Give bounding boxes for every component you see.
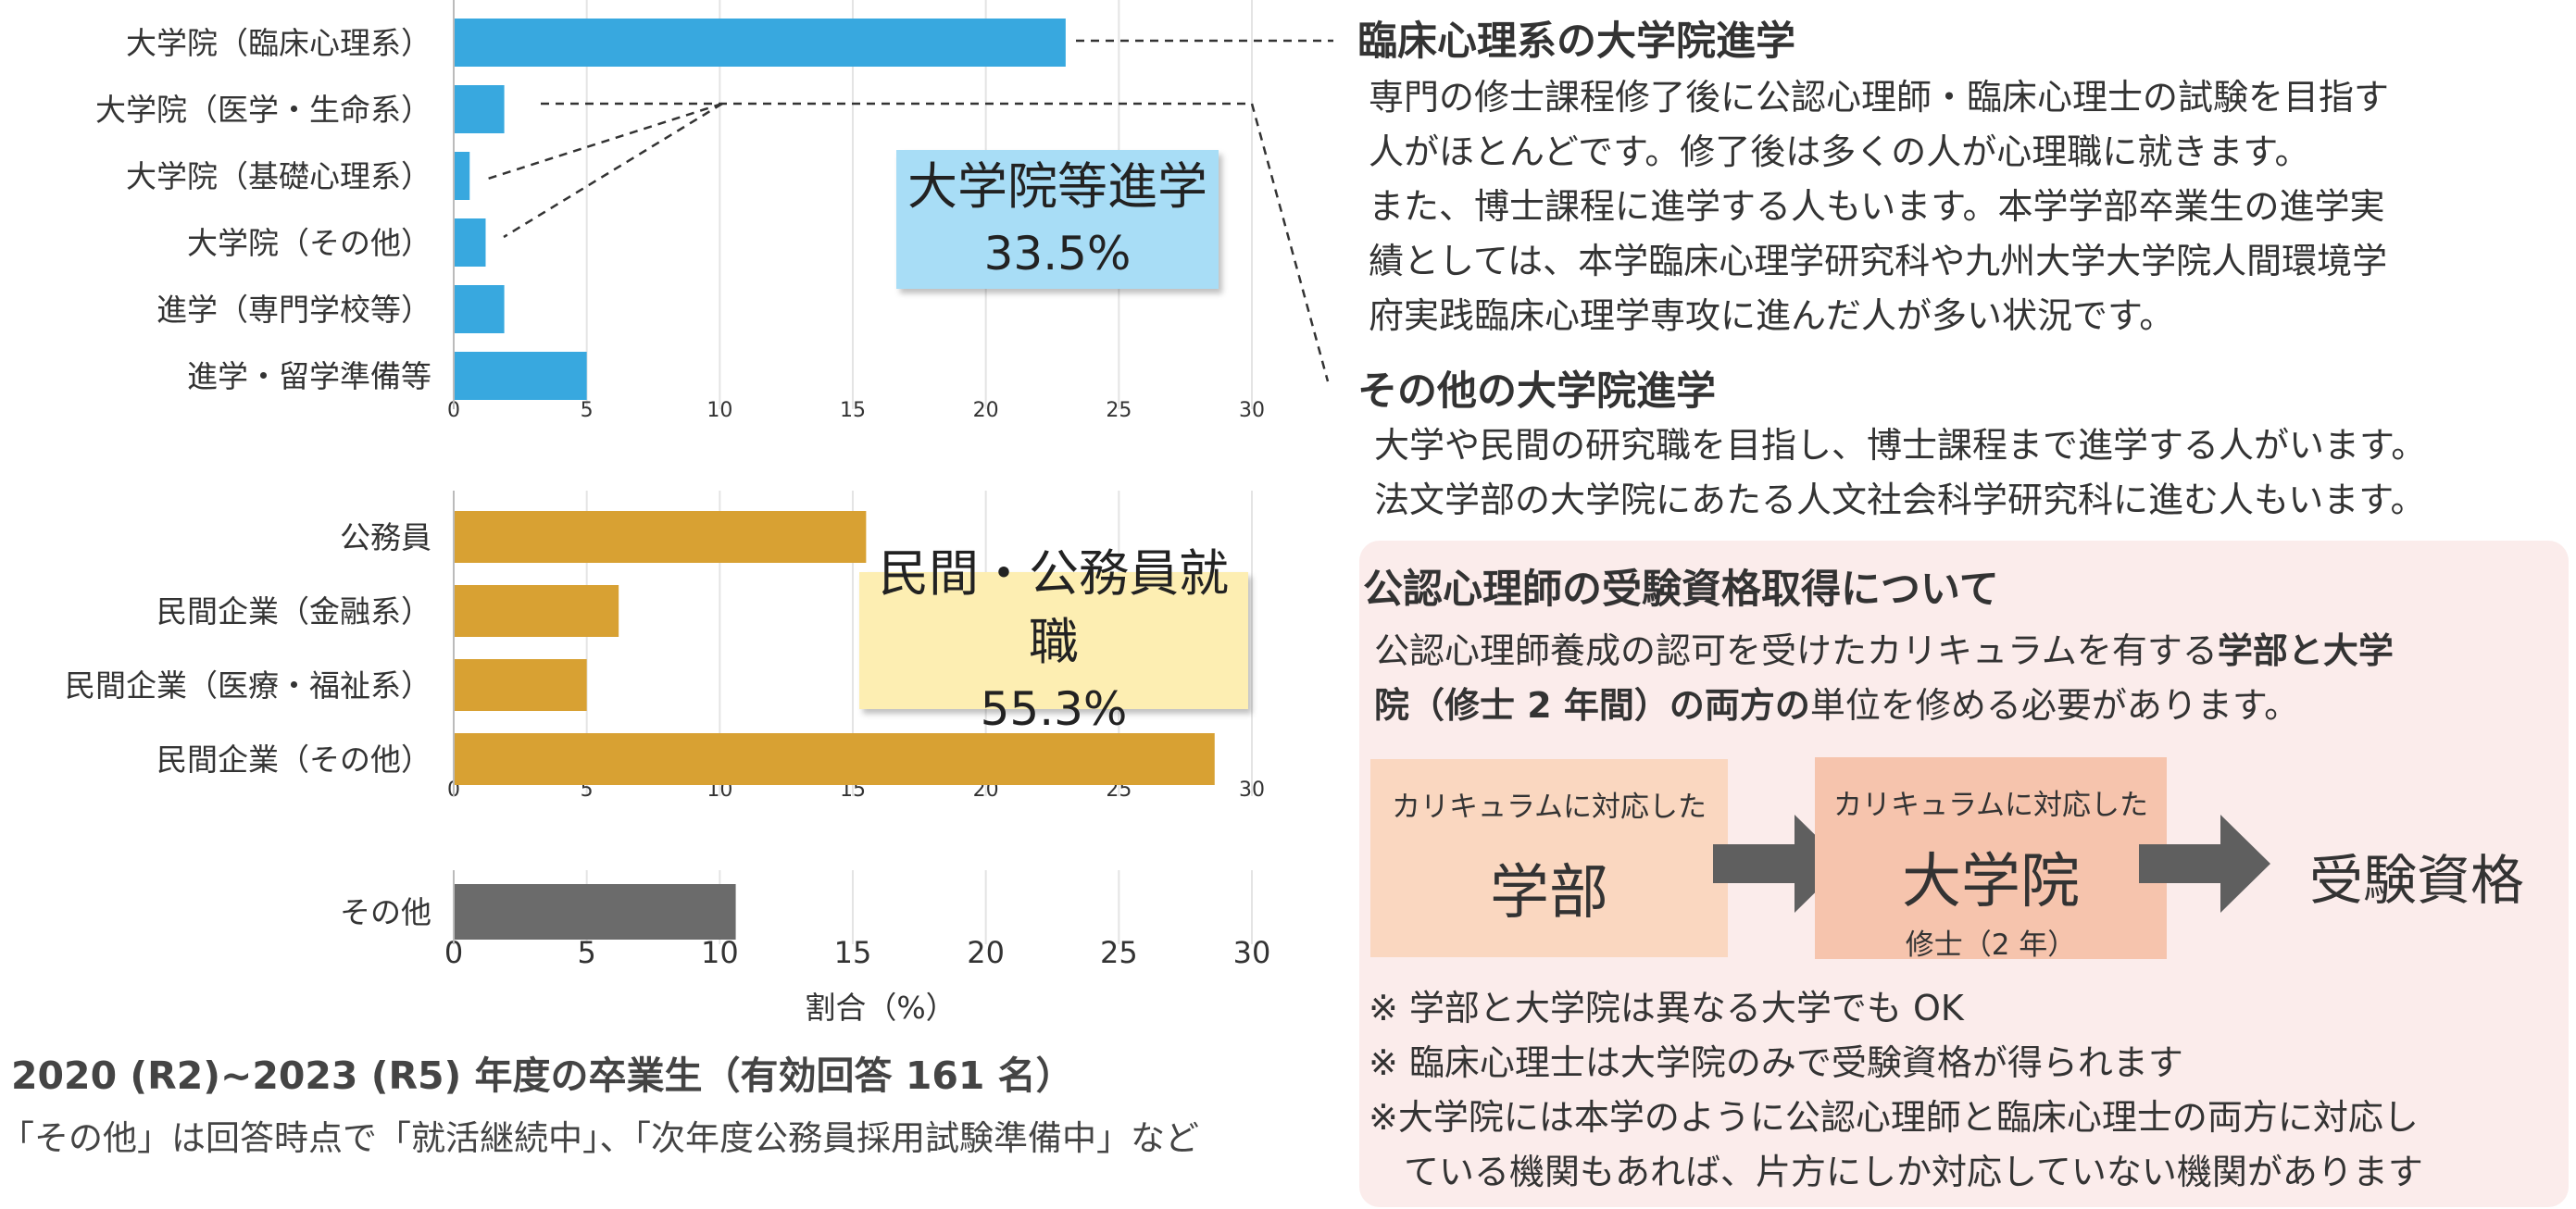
x-tick-label: 30 — [1239, 399, 1265, 422]
other-line: 法文学部の大学院にあたる人文社会科学研究科に進む人もいます。 — [1374, 480, 2426, 520]
employment-total-title: 民間・公務員就職 — [879, 544, 1229, 671]
graduate-total-title: 大学院等進学 — [907, 157, 1207, 216]
graduate-total-box: 大学院等進学 33.5% — [896, 150, 1219, 289]
requirements-notes: ※ 学部と大学院は異なる大学でも OK ※ 臨床心理士は大学院のみで受験資格が得… — [1369, 981, 2423, 1200]
category-label: 進学（専門学校等） — [156, 292, 431, 328]
chart-area: 0 5 10 15 20 25 30 大学院（臨床心理系） 大学院（医学・生命系） 大学院（基礎心… — [65, 0, 1333, 1026]
step2-title: 大学院 — [1902, 848, 2080, 916]
x-tick-label: 30 — [1233, 935, 1271, 970]
flow-step-graduate: カリキュラムに対応した 大学院 修士（2 年） — [1815, 757, 2167, 962]
x-tick-label: 20 — [973, 399, 999, 422]
bar — [454, 19, 1066, 67]
category-label: 公務員 — [340, 519, 431, 555]
bar — [454, 659, 587, 711]
x-tick-label: 10 — [707, 399, 732, 422]
bar — [454, 733, 1215, 785]
chart-employment: 051015202530公務員民間企業（金融系）民間企業（医療・福祉系）民間企業… — [65, 491, 1265, 802]
bar — [454, 152, 470, 200]
x-tick-label: 20 — [967, 935, 1005, 970]
category-label: 大学院（臨床心理系） — [126, 25, 431, 61]
x-tick-label: 0 — [447, 399, 460, 422]
requirements-text: 単位を修める必要があります。 — [1809, 685, 2300, 726]
note-item: ※大学院には本学のように公認心理師と臨床心理士の両方に対応し — [1369, 1097, 2419, 1138]
requirements-body: 公認心理師養成の認可を受けたカリキュラムを有する学部と大学 院（修士 2 年間）… — [1374, 624, 2394, 733]
clinical-heading: 臨床心理系の大学院進学 — [1357, 19, 1795, 65]
requirements-heading: 公認心理師の受験資格取得について — [1363, 567, 1999, 613]
x-tick-label: 15 — [834, 935, 872, 970]
x-tick-label: 5 — [577, 935, 595, 970]
leader-line — [484, 102, 723, 181]
requirements-text: 公認心理師養成の認可を受けたカリキュラムを有する — [1374, 630, 2218, 671]
x-tick-label: 5 — [581, 399, 594, 422]
step1-title: 学部 — [1490, 859, 1608, 928]
category-label: 大学院（その他） — [187, 225, 431, 261]
step2-subtitle: 修士（2 年） — [1905, 929, 2077, 962]
flow-step-undergrad: カリキュラムに対応した 学部 — [1370, 759, 1728, 957]
clinical-line: また、博士課程に進学する人もいます。本学学部卒業生の進学実 — [1369, 186, 2385, 227]
note-item: ※ 学部と大学院は異なる大学でも OK — [1369, 988, 1964, 1028]
category-label: その他 — [340, 894, 431, 930]
bar — [454, 352, 587, 400]
category-label: 民間企業（医療・福祉系） — [65, 667, 431, 704]
x-tick-label: 0 — [444, 935, 463, 970]
survey-note: 「その他」は回答時点で「就活継続中」、「次年度公務員採用試験準備中」など — [0, 1118, 1199, 1158]
x-tick-label: 10 — [701, 935, 739, 970]
step1-caption: カリキュラムに対応した — [1391, 791, 1707, 824]
requirements-emphasis: 院（修士 2 年間）の両方の — [1374, 685, 1810, 726]
other-body: 大学や民間の研究職を目指し、博士課程まで進学する人がいます。 法文学部の大学院に… — [1374, 418, 2426, 528]
bar — [454, 511, 867, 563]
x-tick-label: 30 — [1239, 779, 1265, 802]
callout-leader-lines — [484, 39, 1333, 382]
requirements-line-1: 公認心理師養成の認可を受けたカリキュラムを有する学部と大学 — [1374, 624, 2394, 679]
x-tick-label: 15 — [840, 399, 866, 422]
arrow-right-icon — [2139, 815, 2270, 913]
category-label: 進学・留学準備等 — [187, 358, 431, 394]
step2-caption: カリキュラムに対応した — [1832, 789, 2149, 822]
employment-total-value: 55.3% — [980, 682, 1128, 736]
clinical-body: 専門の修士課程修了後に公認心理師・臨床心理士の試験を目指す 人がほとんどです。修… — [1369, 70, 2389, 343]
clinical-line: 府実践臨床心理学専攻に進んだ人が多い状況です。 — [1369, 295, 2175, 336]
other-heading: その他の大学院進学 — [1357, 368, 1716, 415]
graduate-total-value: 33.5% — [983, 227, 1132, 280]
chart-graduate-school: 0 5 10 15 20 25 30 大学院（臨床心理系） 大学院（医学・生命系） 大学院（基礎心… — [95, 0, 1265, 422]
x-axis-label: 割合（%） — [805, 990, 956, 1026]
other-line: 大学や民間の研究職を目指し、博士課程まで進学する人がいます。 — [1374, 425, 2427, 466]
survey-title: 2020 (R2)~2023 (R5) 年度の卒業生（有効回答 161 名） — [11, 1053, 1074, 1098]
bar — [454, 85, 505, 133]
x-tick-label: 25 — [1100, 935, 1138, 970]
clinical-line: 専門の修士課程修了後に公認心理師・臨床心理士の試験を目指す — [1369, 77, 2390, 118]
category-label: 民間企業（金融系） — [156, 593, 431, 629]
x-tick-label: 25 — [1106, 399, 1132, 422]
bar — [454, 285, 505, 333]
bar — [454, 884, 736, 940]
bar — [454, 218, 486, 267]
leader-line — [541, 102, 1330, 382]
clinical-line: 績としては、本学臨床心理学研究科や九州大学大学院人間環境学 — [1369, 241, 2388, 281]
clinical-line: 人がほとんどです。修了後は多くの人が心理職に就きます。 — [1369, 131, 2310, 172]
arrow-right-icon — [1713, 815, 1844, 913]
note-item: ※ 臨床心理士は大学院のみで受験資格が得られます — [1369, 1042, 2183, 1083]
note-item: ている機関もあれば、片方にしか対応していない機関があります — [1369, 1152, 2423, 1192]
category-label: 民間企業（その他） — [156, 742, 431, 778]
bar — [454, 585, 619, 637]
employment-total-box: 民間・公務員就職 55.3% — [859, 544, 1248, 736]
flow-result: 受験資格 — [2309, 849, 2525, 912]
category-label: 大学院（基礎心理系） — [126, 158, 431, 194]
leader-line — [503, 102, 723, 239]
requirements-emphasis: 学部と大学 — [2217, 630, 2394, 671]
category-label: 大学院（医学・生命系） — [95, 92, 431, 128]
requirements-line-2: 院（修士 2 年間）の両方の単位を修める必要があります。 — [1374, 679, 2394, 733]
